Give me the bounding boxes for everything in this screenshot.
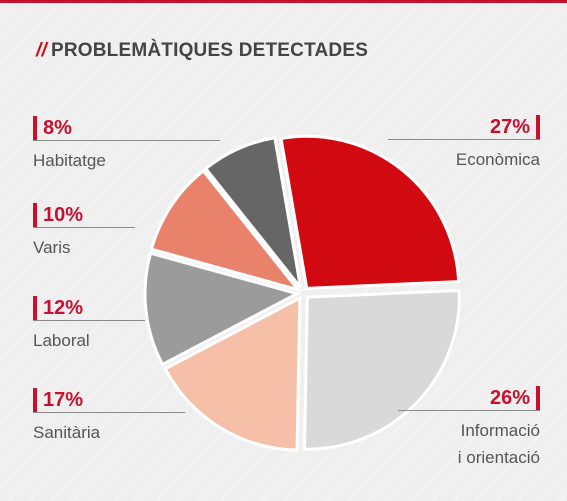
value-label: 17%	[33, 388, 223, 412]
chart-title: PROBLEMÀTIQUES DETECTADES	[50, 40, 369, 61]
pie-slice	[302, 288, 461, 451]
label-rule	[33, 412, 185, 413]
slice-label: 26% Informació i orientació	[350, 386, 540, 471]
slice-label: 10% Varis	[33, 203, 223, 261]
value-label: 10%	[33, 203, 223, 227]
category-label: Varis	[33, 238, 71, 257]
label-rule	[388, 139, 540, 140]
category-label: Sanitària	[33, 423, 101, 442]
slice-label: 8% Habitatge	[33, 116, 223, 174]
pie-slice	[203, 135, 303, 289]
label-rule	[33, 320, 145, 321]
label-rule	[33, 227, 135, 228]
category-label: Informació i orientació	[457, 421, 540, 467]
pie-slice	[143, 251, 302, 367]
label-rule	[33, 140, 220, 141]
value-label: 27%	[350, 115, 540, 139]
slice-label: 17% Sanitària	[33, 388, 223, 446]
slice-label: 12% Laboral	[33, 296, 223, 354]
pie-slice	[279, 134, 461, 290]
value-label: 26%	[350, 386, 540, 410]
top-rule	[0, 0, 567, 3]
label-rule	[398, 410, 540, 411]
value-label: 12%	[33, 296, 223, 320]
value-label: 8%	[33, 116, 223, 140]
pie-slice	[163, 295, 302, 452]
category-label: Econòmica	[455, 150, 540, 169]
slice-label: 27% Econòmica	[350, 115, 540, 173]
pie-slice	[149, 168, 303, 293]
chart-title-block: //PROBLEMÀTIQUES DETECTADES	[36, 40, 368, 62]
category-label: Laboral	[33, 331, 90, 350]
title-prefix: //	[36, 40, 47, 61]
category-label: Habitatge	[33, 151, 106, 170]
